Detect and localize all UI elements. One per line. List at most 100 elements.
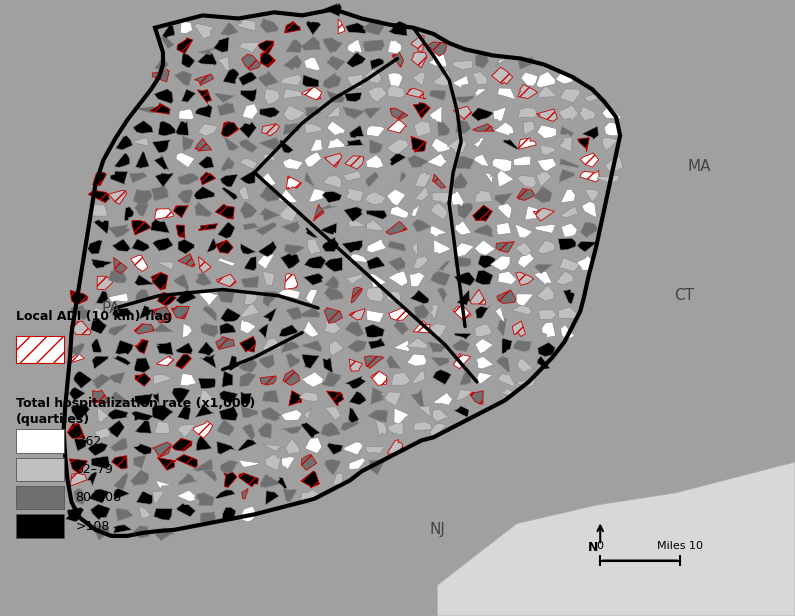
Polygon shape	[324, 287, 343, 300]
Polygon shape	[491, 256, 510, 270]
Polygon shape	[70, 321, 91, 334]
Polygon shape	[263, 307, 277, 322]
Polygon shape	[427, 42, 447, 56]
Polygon shape	[348, 407, 359, 423]
Polygon shape	[135, 373, 150, 386]
Polygon shape	[495, 305, 505, 322]
Polygon shape	[343, 107, 364, 119]
Polygon shape	[363, 40, 385, 52]
Polygon shape	[266, 490, 279, 505]
Polygon shape	[132, 221, 151, 235]
Text: MA: MA	[688, 159, 712, 174]
Polygon shape	[285, 245, 304, 256]
Polygon shape	[342, 240, 363, 253]
Polygon shape	[87, 472, 97, 487]
Polygon shape	[177, 174, 199, 185]
Text: 80–108: 80–108	[76, 491, 122, 505]
Polygon shape	[523, 120, 535, 136]
Polygon shape	[151, 272, 168, 290]
Polygon shape	[496, 241, 514, 253]
Polygon shape	[194, 187, 215, 200]
Polygon shape	[172, 388, 190, 403]
Polygon shape	[437, 288, 447, 304]
Polygon shape	[301, 490, 321, 503]
Polygon shape	[200, 172, 215, 185]
Polygon shape	[285, 22, 301, 33]
Polygon shape	[277, 477, 287, 489]
Polygon shape	[388, 73, 403, 87]
Polygon shape	[580, 222, 598, 237]
Polygon shape	[111, 171, 128, 185]
Polygon shape	[177, 406, 191, 420]
Polygon shape	[241, 276, 259, 288]
Polygon shape	[258, 241, 277, 257]
Polygon shape	[341, 421, 359, 431]
Polygon shape	[363, 19, 385, 35]
Polygon shape	[603, 137, 619, 151]
Polygon shape	[305, 107, 321, 118]
Polygon shape	[97, 276, 113, 290]
Polygon shape	[71, 306, 89, 320]
Polygon shape	[280, 253, 300, 269]
Polygon shape	[518, 138, 536, 150]
Polygon shape	[154, 421, 170, 434]
Polygon shape	[387, 120, 406, 133]
Polygon shape	[176, 503, 196, 517]
Polygon shape	[152, 70, 169, 82]
Polygon shape	[577, 241, 596, 252]
Polygon shape	[431, 203, 447, 220]
Polygon shape	[302, 36, 320, 51]
Polygon shape	[200, 354, 216, 368]
Text: Local ADI (10 km) flag: Local ADI (10 km) flag	[16, 310, 172, 323]
Polygon shape	[217, 102, 235, 116]
Polygon shape	[301, 455, 316, 470]
Polygon shape	[131, 411, 153, 421]
Polygon shape	[366, 287, 384, 302]
Polygon shape	[88, 489, 109, 503]
Polygon shape	[388, 271, 408, 286]
Polygon shape	[321, 223, 337, 235]
Polygon shape	[387, 84, 405, 98]
Polygon shape	[197, 342, 215, 356]
Polygon shape	[262, 271, 275, 288]
Polygon shape	[124, 207, 134, 221]
Polygon shape	[134, 420, 151, 433]
Polygon shape	[515, 225, 533, 238]
Polygon shape	[172, 438, 192, 451]
Polygon shape	[196, 493, 215, 506]
Polygon shape	[258, 71, 278, 87]
Polygon shape	[91, 374, 111, 389]
Polygon shape	[411, 203, 421, 216]
Polygon shape	[153, 307, 171, 323]
Polygon shape	[151, 219, 169, 233]
Polygon shape	[428, 342, 449, 352]
Text: <62: <62	[76, 434, 102, 448]
Polygon shape	[240, 201, 257, 219]
Polygon shape	[301, 372, 324, 387]
Polygon shape	[203, 306, 216, 321]
Polygon shape	[324, 153, 342, 168]
Polygon shape	[351, 287, 363, 303]
Polygon shape	[302, 354, 320, 368]
Polygon shape	[433, 70, 452, 86]
Polygon shape	[108, 420, 125, 438]
Polygon shape	[207, 238, 217, 253]
Polygon shape	[283, 89, 302, 99]
Polygon shape	[365, 69, 382, 83]
Polygon shape	[456, 390, 475, 401]
Polygon shape	[473, 205, 492, 221]
Polygon shape	[239, 185, 250, 201]
Polygon shape	[453, 306, 471, 320]
Polygon shape	[195, 404, 214, 418]
Polygon shape	[390, 152, 406, 166]
Polygon shape	[453, 107, 471, 120]
Polygon shape	[534, 272, 552, 286]
Polygon shape	[386, 222, 407, 234]
Polygon shape	[258, 323, 269, 339]
Polygon shape	[134, 324, 154, 334]
Polygon shape	[344, 92, 362, 102]
Polygon shape	[135, 152, 149, 168]
Polygon shape	[327, 121, 345, 136]
Polygon shape	[204, 471, 217, 482]
Polygon shape	[256, 222, 277, 236]
